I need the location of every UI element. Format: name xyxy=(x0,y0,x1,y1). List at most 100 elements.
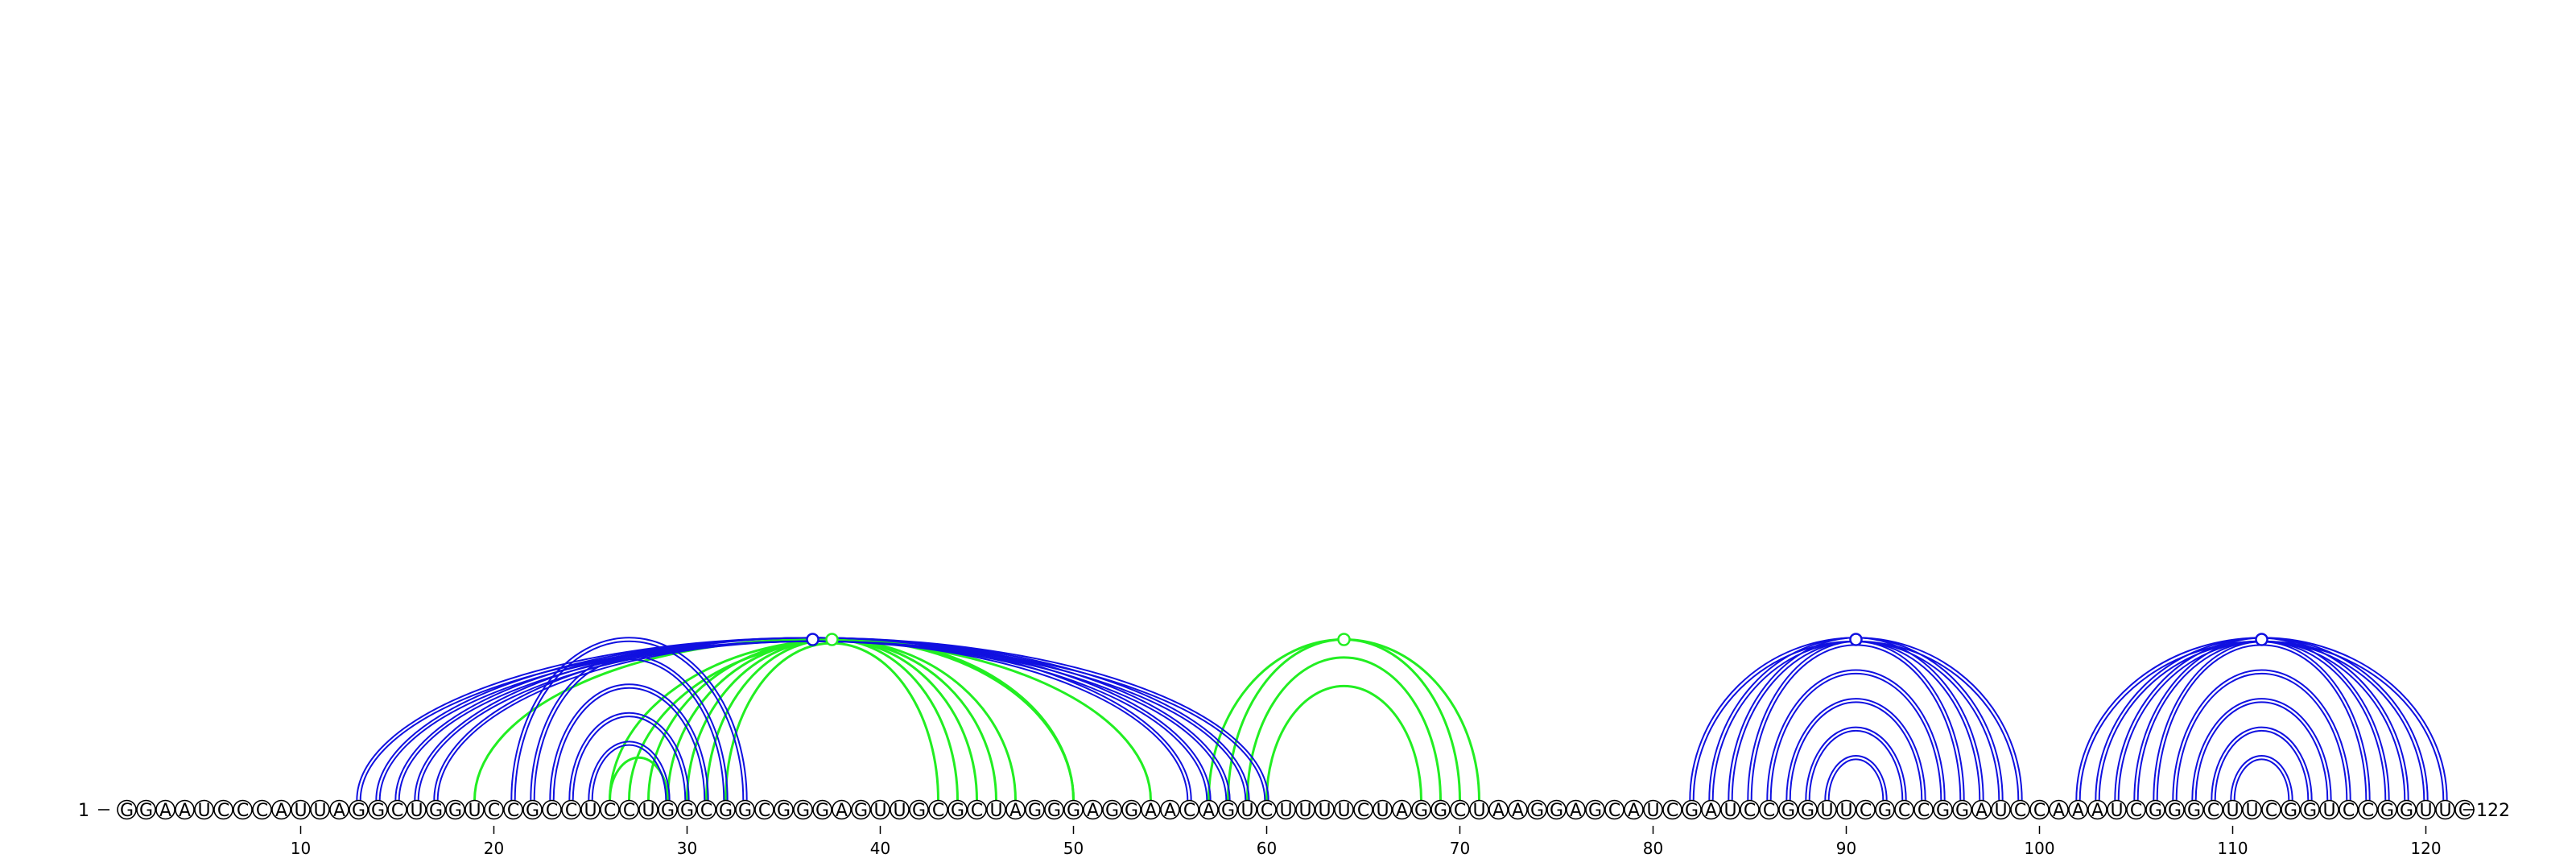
tick-label: 70 xyxy=(1450,839,1470,858)
nucleotide: G xyxy=(735,799,755,821)
nucleotide: G xyxy=(1546,799,1567,821)
blue-base-pair-arc xyxy=(1711,640,2000,801)
nucleotide-circle xyxy=(1508,799,1528,820)
nucleotide-circle xyxy=(716,799,736,820)
nucleotide: U xyxy=(870,799,890,821)
nucleotide-letter: C xyxy=(2458,801,2471,821)
nucleotide: G xyxy=(793,799,813,821)
nucleotide: C xyxy=(696,799,716,821)
nucleotide-letter: C xyxy=(488,801,500,821)
nucleotide: A xyxy=(832,799,852,821)
nucleotide-letter: U xyxy=(1279,801,1292,821)
nucleotide-circle xyxy=(909,799,929,820)
nucleotide-circle xyxy=(233,799,253,820)
nucleotide-circle xyxy=(271,799,291,820)
nucleotide-letter: G xyxy=(1936,801,1950,821)
nucleotide: C xyxy=(1450,799,1470,821)
nucleotide-letter: A xyxy=(1492,801,1505,821)
nucleotide: A xyxy=(2087,799,2107,821)
nucleotide-letter: U xyxy=(2245,801,2258,821)
nucleotide: C xyxy=(2339,799,2359,821)
nucleotide: G xyxy=(1875,799,1895,821)
nucleotide-letter: C xyxy=(256,801,268,821)
nucleotide-letter: G xyxy=(371,801,385,821)
nucleotide: C xyxy=(213,799,233,821)
nucleotide-letter: U xyxy=(1241,801,1253,821)
nucleotide-letter: G xyxy=(1781,801,1795,821)
nucleotide-letter: C xyxy=(1261,801,1273,821)
nucleotide-letter: C xyxy=(217,801,229,821)
nucleotide-circle xyxy=(1604,799,1624,820)
blue-base-pair-arc xyxy=(356,637,1269,801)
blue-base-pair-arc xyxy=(2211,726,2313,801)
nucleotide-circle xyxy=(2300,799,2320,820)
nucleotide: C xyxy=(1353,799,1373,821)
nucleotide-letter: A xyxy=(1396,801,1408,821)
blue-loop-marker xyxy=(806,633,819,646)
nucleotide: G xyxy=(445,799,465,821)
end-label: 122 xyxy=(2476,801,2510,821)
tick-label: 30 xyxy=(677,839,697,858)
nucleotide-circle xyxy=(1624,799,1644,820)
nucleotide-circle xyxy=(503,799,523,820)
nucleotide-circle xyxy=(2435,799,2455,820)
nucleotide: C xyxy=(1257,799,1277,821)
blue-base-pair-arc xyxy=(1827,758,1885,801)
nucleotide: C xyxy=(503,799,523,821)
nucleotide-circle xyxy=(2377,799,2397,820)
nucleotide-circle xyxy=(2107,799,2127,820)
nucleotide-letter: A xyxy=(2053,801,2065,821)
nucleotide-letter: G xyxy=(1878,801,1892,821)
nucleotide-letter: G xyxy=(526,801,539,821)
green-loop-marker xyxy=(825,633,839,646)
nucleotide-letter: G xyxy=(796,801,810,821)
nucleotide-letter: G xyxy=(1414,801,1428,821)
nucleotide: C xyxy=(754,799,774,821)
blue-base-pair-arc xyxy=(568,712,690,801)
blue-base-pair-arc xyxy=(533,658,725,801)
nucleotide-letter: U xyxy=(2322,801,2335,821)
nucleotide-circle xyxy=(1759,799,1779,820)
nucleotide-letter: C xyxy=(507,801,519,821)
nucleotide: A xyxy=(1160,799,1180,821)
nucleotide-circle xyxy=(2339,799,2359,820)
nucleotide-circle xyxy=(580,799,601,820)
nucleotide: C xyxy=(1894,799,1914,821)
nucleotide-letter: G xyxy=(719,801,733,821)
nucleotide-letter: G xyxy=(2284,801,2297,821)
nucleotide-circle xyxy=(484,799,504,820)
nucleotide-circle xyxy=(1334,799,1354,820)
nucleotide-circle xyxy=(1430,799,1451,820)
nucleotide-circle xyxy=(2281,799,2301,820)
tick-label: 120 xyxy=(2410,839,2441,858)
nucleotide: G xyxy=(2396,799,2417,821)
blue-base-pair-arc xyxy=(1692,640,2020,801)
nucleotide: C xyxy=(2126,799,2146,821)
nucleotide: C xyxy=(928,799,948,821)
blue-base-pair-arc xyxy=(378,640,1247,801)
nucleotide-letter: A xyxy=(1512,801,1524,821)
nucleotide: G xyxy=(851,799,871,821)
nucleotide: U xyxy=(1643,799,1663,821)
nucleotide-letter: G xyxy=(1067,801,1080,821)
nucleotide-letter: U xyxy=(584,801,597,821)
blue-base-pair-arc xyxy=(1750,644,1962,801)
blue-base-pair-arc xyxy=(2175,672,2348,801)
nucleotide-letter: G xyxy=(1588,801,1602,821)
blue-base-pair-arc xyxy=(1766,669,1946,801)
blue-loop-marker xyxy=(2255,633,2268,646)
nucleotide-letter: G xyxy=(815,801,829,821)
nucleotide-circle xyxy=(2010,799,2030,820)
nucleotide-circle xyxy=(2223,799,2243,820)
nucleotide-letter: C xyxy=(2033,801,2046,821)
nucleotide: A xyxy=(155,799,175,821)
nucleotide-letter: G xyxy=(1434,801,1447,821)
nucleotide-letter: C xyxy=(2362,801,2374,821)
blue-base-pair-arc xyxy=(1769,672,1942,801)
nucleotide: U xyxy=(1991,799,2011,821)
blue-base-pair-arc xyxy=(417,640,1208,801)
nucleotide-letter: G xyxy=(951,801,964,821)
nucleotide-circle xyxy=(1179,799,1199,820)
nucleotide: C xyxy=(2029,799,2050,821)
